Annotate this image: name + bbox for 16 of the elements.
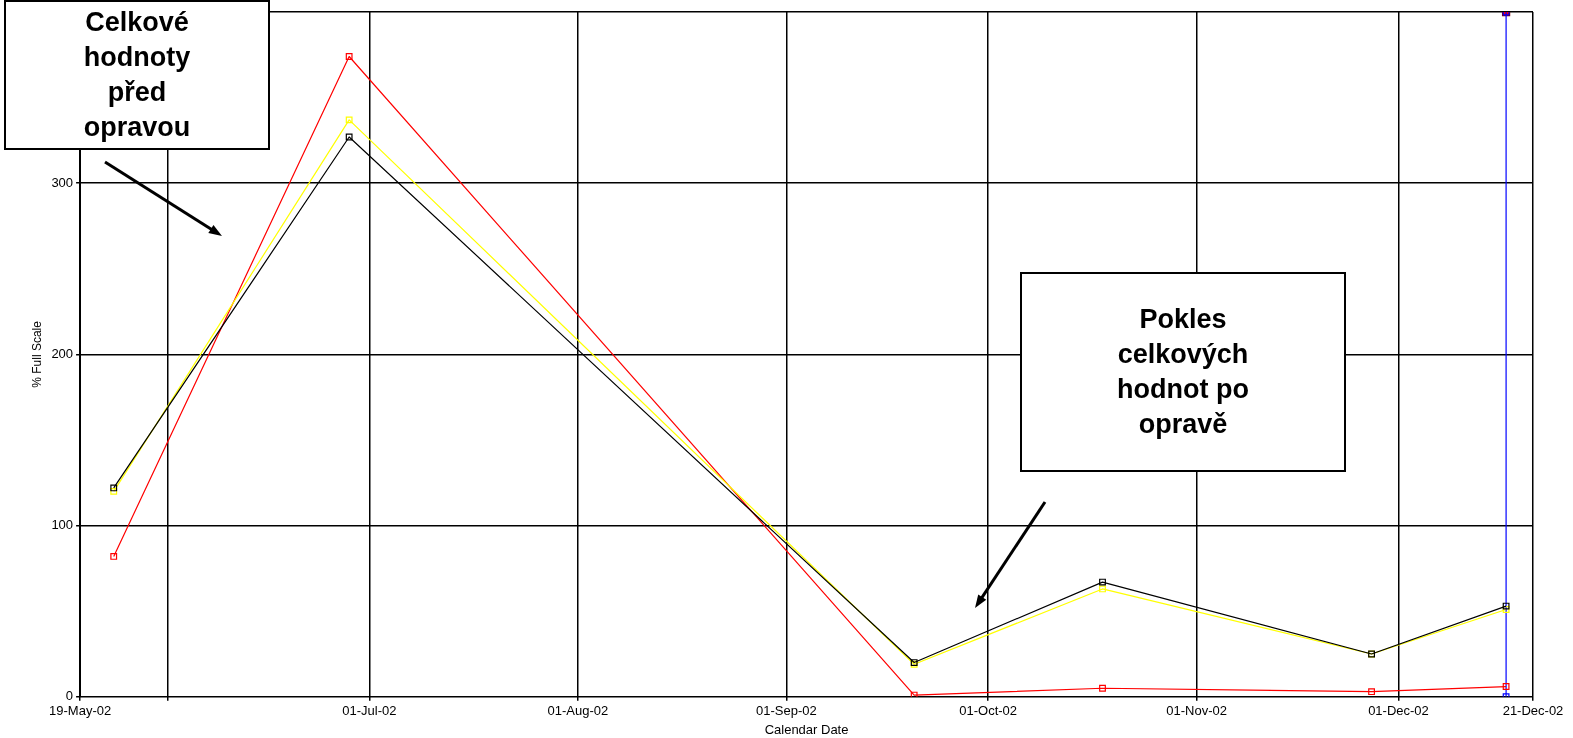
callout-box: Celkové hodnoty před opravou xyxy=(4,0,270,150)
y-tick-label: 0 xyxy=(65,688,74,704)
y-axis-title: % Full Scale xyxy=(29,320,44,388)
x-tick-label: 01-Nov-02 xyxy=(1166,703,1228,719)
y-tick-label: 300 xyxy=(51,174,74,190)
x-tick-label: 01-Sep-02 xyxy=(756,703,817,719)
y-tick-label: 100 xyxy=(51,517,74,533)
x-tick-label: 01-Oct-02 xyxy=(959,703,1018,719)
x-tick-label: 19-May-02 xyxy=(49,703,112,719)
x-tick-label: 01-Aug-02 xyxy=(547,703,609,719)
x-tick-label: 01-Jul-02 xyxy=(342,703,397,719)
x-tick-label: 21-Dec-02 xyxy=(1502,703,1564,719)
x-axis-title: Calendar Date xyxy=(764,721,849,737)
x-tick-label: 01-Dec-02 xyxy=(1368,703,1429,719)
y-tick-label: 200 xyxy=(51,345,74,361)
callout-box: Pokles celkových hodnot po opravě xyxy=(1020,272,1346,472)
